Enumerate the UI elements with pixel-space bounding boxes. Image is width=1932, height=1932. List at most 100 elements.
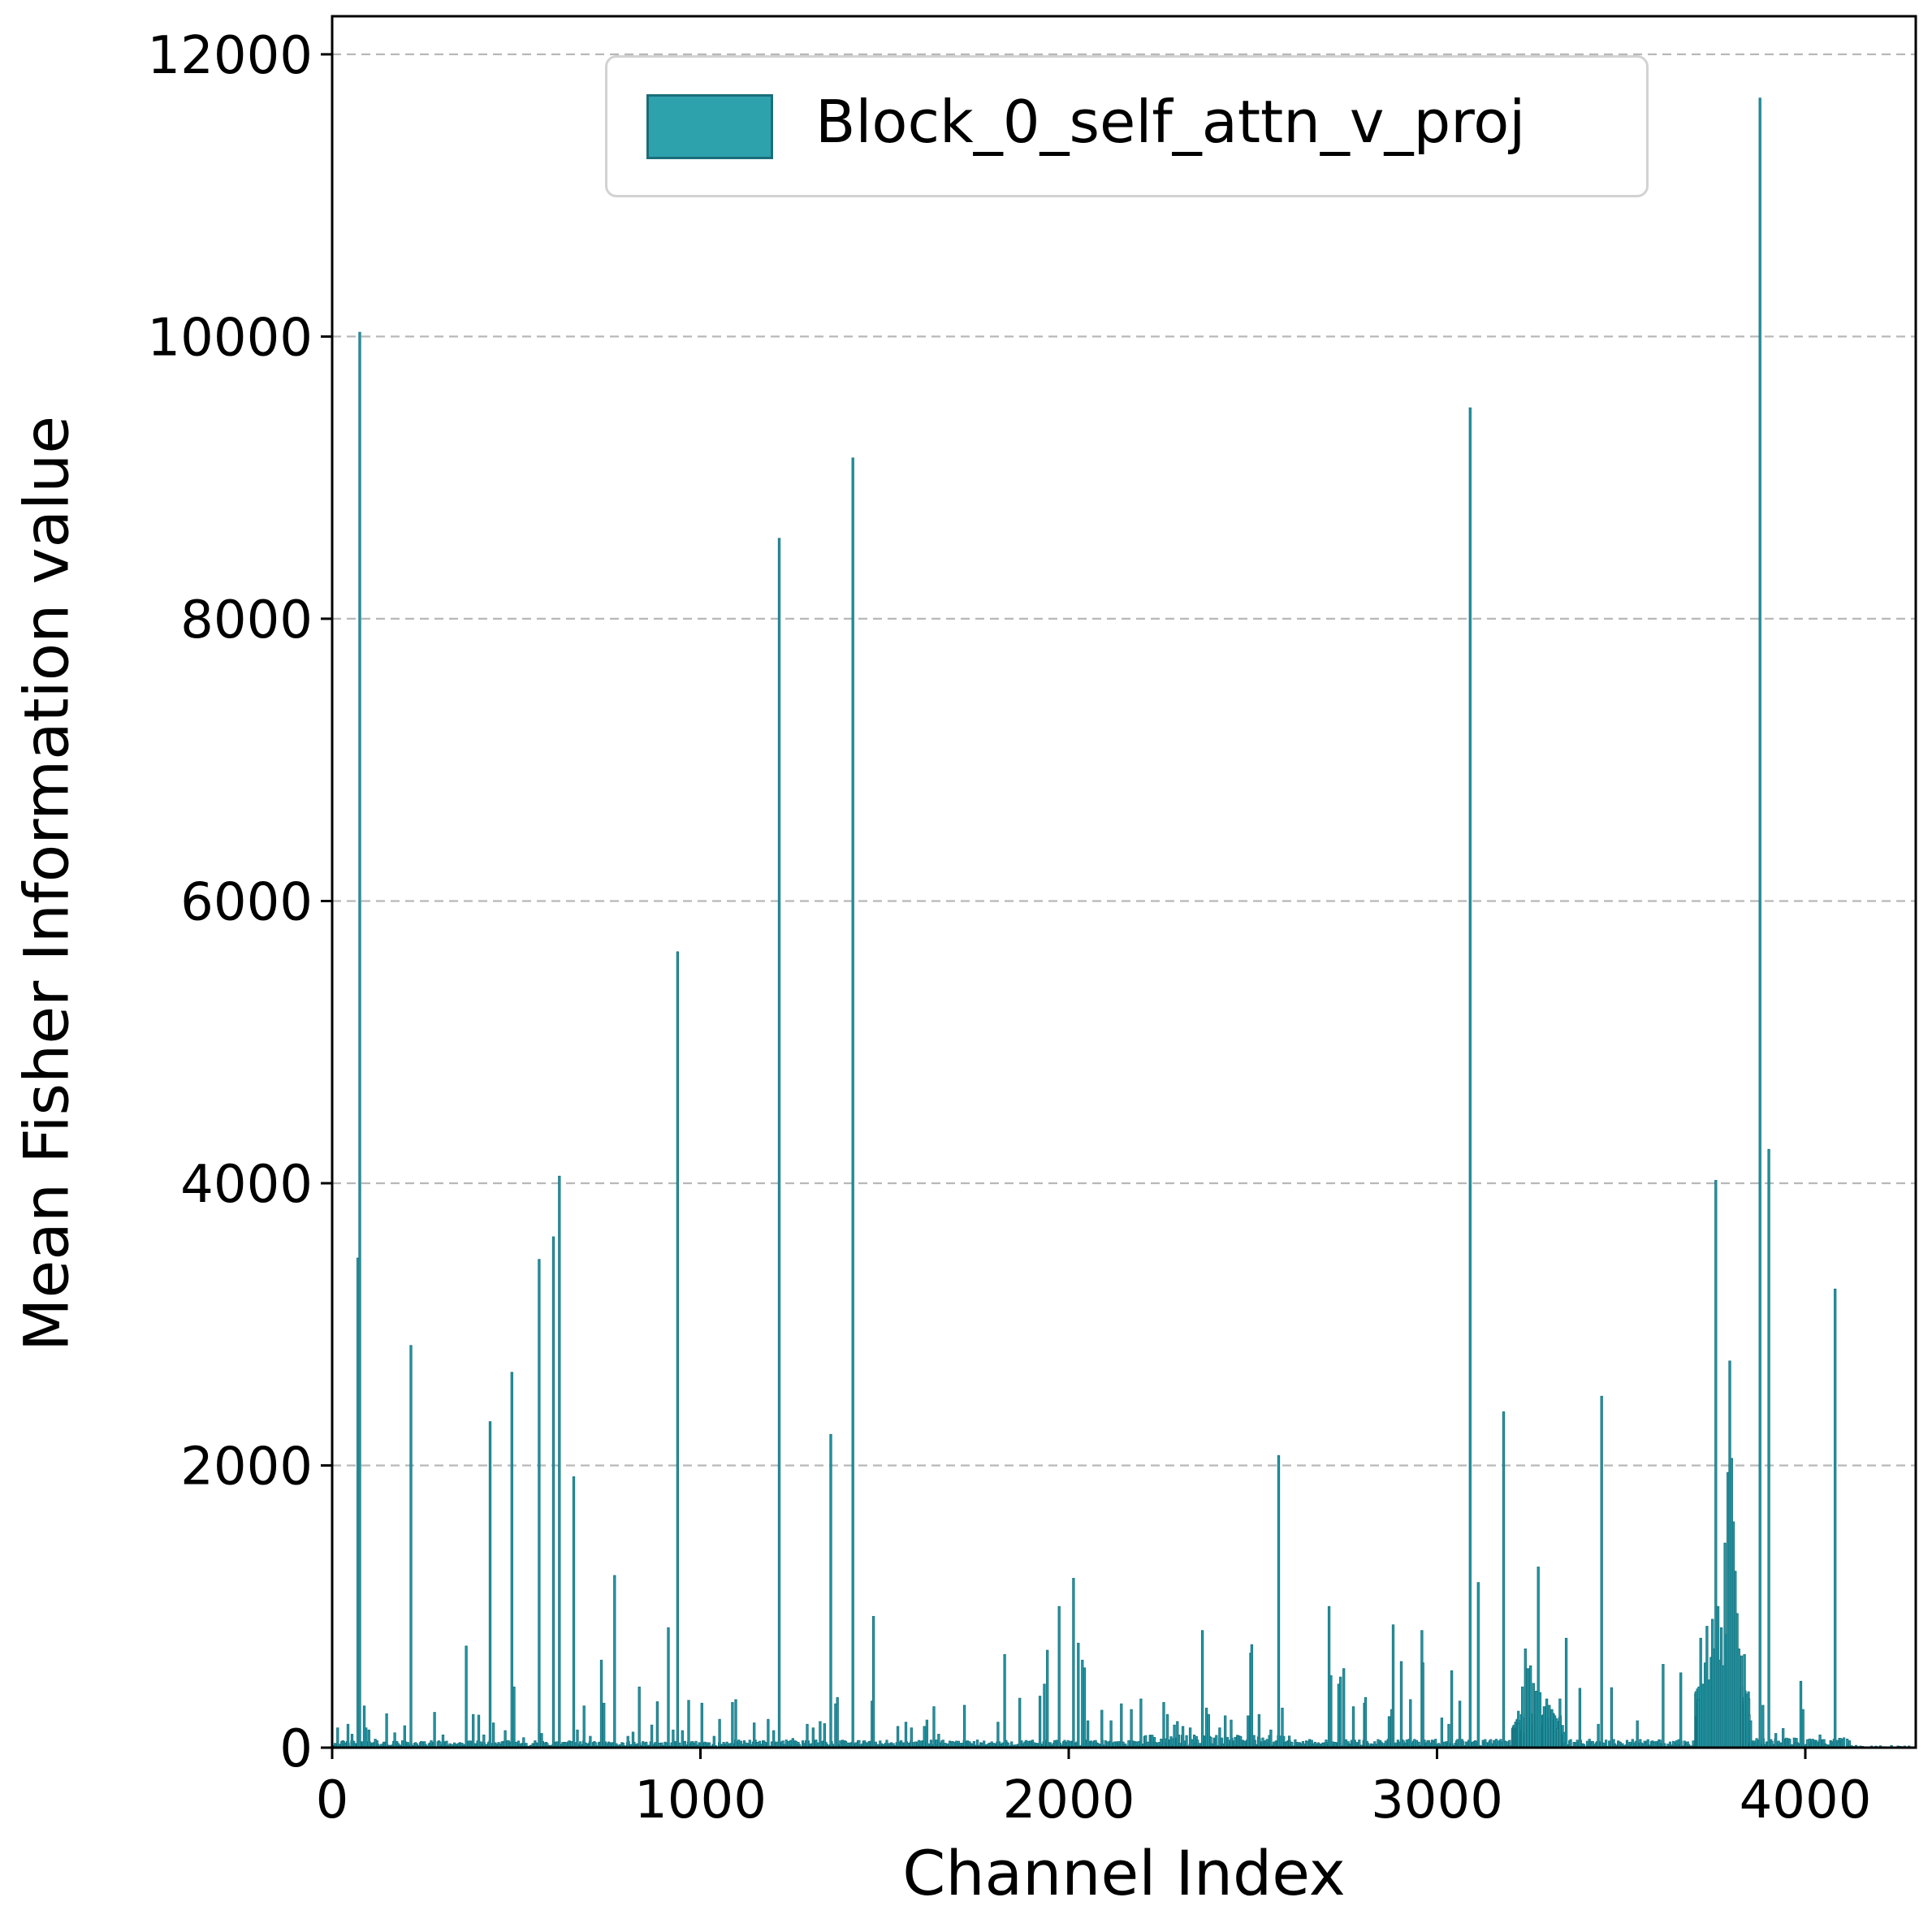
- bar: [551, 1236, 555, 1748]
- y-tick-label: 0: [279, 1719, 313, 1779]
- bar: [1502, 1411, 1506, 1748]
- bar: [1548, 1705, 1551, 1748]
- bar: [1421, 1662, 1424, 1748]
- bar: [1277, 1454, 1281, 1748]
- bar: [1173, 1724, 1176, 1748]
- bar: [1077, 1642, 1080, 1748]
- bar: [631, 1731, 635, 1748]
- bar: [1230, 1719, 1233, 1748]
- y-axis-label: Mean Fisher Information value: [10, 415, 83, 1352]
- bar: [718, 1718, 721, 1748]
- bar: [1281, 1707, 1284, 1748]
- bar: [896, 1726, 900, 1748]
- bar: [1081, 1659, 1084, 1748]
- bar: [1701, 1683, 1705, 1748]
- bars-group: [336, 97, 1840, 1748]
- bar: [1204, 1707, 1208, 1748]
- bar: [823, 1723, 826, 1748]
- y-tick-label: 12000: [147, 26, 313, 86]
- bar: [1364, 1696, 1368, 1748]
- bar: [385, 1713, 388, 1748]
- bar: [1139, 1698, 1143, 1748]
- axes-spines: [331, 15, 1917, 1749]
- bar: [734, 1699, 737, 1748]
- bar: [638, 1686, 641, 1748]
- bar: [806, 1723, 809, 1748]
- bar: [1218, 1727, 1221, 1748]
- bar: [477, 1714, 481, 1748]
- bar: [1542, 1706, 1546, 1748]
- bar: [346, 1723, 350, 1748]
- bar: [576, 1729, 579, 1748]
- bar: [522, 1737, 525, 1748]
- legend: Block_0_self_attn_v_proj: [605, 55, 1649, 197]
- bar: [1391, 1624, 1395, 1748]
- legend-swatch-icon: [646, 93, 773, 159]
- bar: [1578, 1688, 1582, 1748]
- bar: [937, 1734, 940, 1748]
- bar: [687, 1700, 690, 1748]
- bar: [1120, 1703, 1123, 1748]
- bar: [1447, 1723, 1450, 1748]
- bar: [1631, 1739, 1634, 1748]
- bar: [599, 1659, 603, 1748]
- bar: [772, 1730, 776, 1748]
- y-tick-label: 6000: [180, 873, 313, 933]
- bar: [1799, 1680, 1803, 1748]
- bar: [510, 1372, 513, 1748]
- bar: [962, 1705, 966, 1748]
- bar: [1774, 1733, 1778, 1748]
- bar: [1743, 1653, 1746, 1748]
- bar: [1038, 1696, 1042, 1748]
- bar: [1745, 1693, 1748, 1748]
- bar: [1083, 1667, 1087, 1748]
- bar: [540, 1733, 543, 1748]
- bar: [1782, 1728, 1785, 1748]
- gridlines: [332, 53, 1916, 1467]
- bar: [582, 1705, 586, 1748]
- x-tick-label: 1000: [634, 1770, 767, 1830]
- bar: [777, 538, 781, 1748]
- bar: [1553, 1715, 1557, 1748]
- bar: [996, 1722, 1000, 1748]
- bar: [441, 1734, 445, 1748]
- bar: [1558, 1698, 1562, 1748]
- bar: [572, 1476, 576, 1748]
- bar: [613, 1575, 616, 1748]
- bar: [1176, 1721, 1179, 1748]
- bar: [1468, 407, 1472, 1748]
- bar: [403, 1725, 406, 1748]
- bar: [1696, 1699, 1701, 1748]
- legend-label: Block_0_self_attn_v_proj: [815, 87, 1526, 156]
- bar: [626, 1735, 629, 1748]
- bar: [672, 1729, 675, 1748]
- x-tick-label: 3000: [1371, 1770, 1503, 1830]
- bar: [1181, 1726, 1185, 1748]
- bar: [904, 1722, 908, 1748]
- bar: [829, 1433, 832, 1748]
- bar: [589, 1735, 592, 1748]
- bar: [1761, 1705, 1765, 1748]
- bar: [681, 1730, 684, 1748]
- bar: [472, 1714, 475, 1748]
- y-tick-labels: 0 2000 4000 6000 8000 10000 12000: [147, 26, 313, 1779]
- bar: [731, 1701, 734, 1748]
- bar: [1207, 1714, 1210, 1748]
- bar: [1072, 1578, 1075, 1748]
- bar: [811, 1727, 815, 1748]
- bar: [1556, 1728, 1559, 1748]
- bar: [1458, 1701, 1462, 1748]
- bar: [676, 951, 680, 1748]
- bar: [1162, 1701, 1165, 1748]
- bar: [365, 1727, 368, 1748]
- bar: [1200, 1630, 1204, 1748]
- bar: [1740, 1655, 1744, 1748]
- bar: [1767, 1148, 1770, 1748]
- bar: [1705, 1626, 1709, 1748]
- bar: [1250, 1644, 1254, 1748]
- bar: [1387, 1716, 1391, 1748]
- x-tick-label: 0: [316, 1770, 349, 1830]
- bar: [1679, 1672, 1683, 1748]
